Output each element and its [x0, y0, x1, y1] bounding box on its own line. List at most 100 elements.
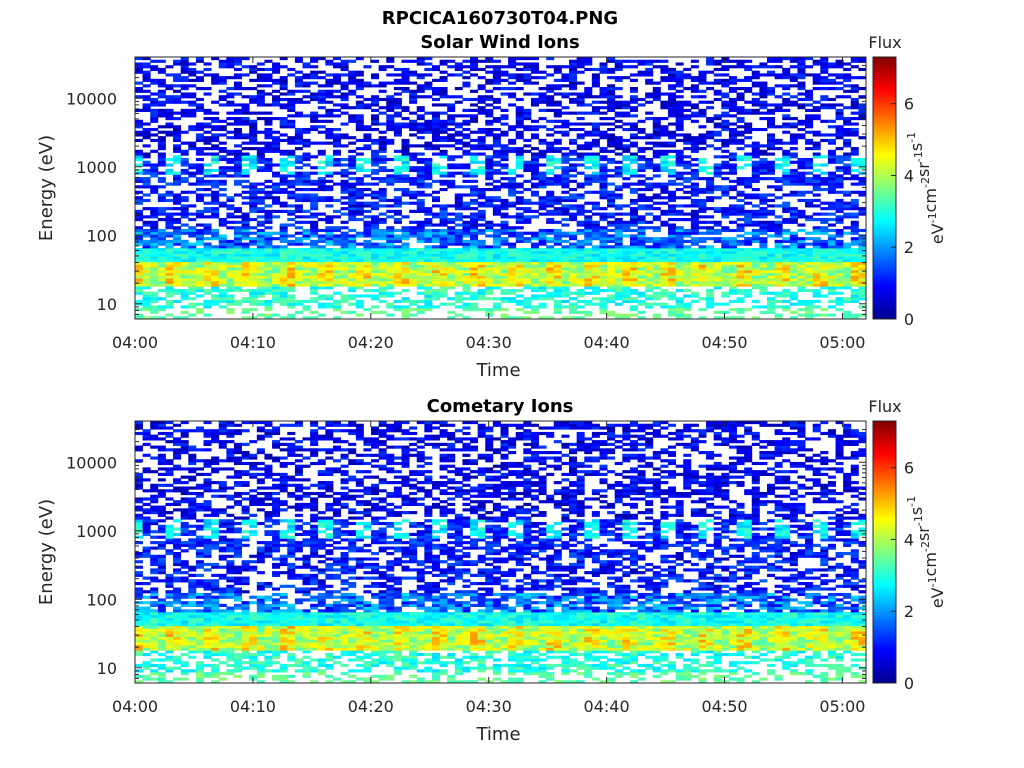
heatmap-cell — [447, 157, 456, 162]
heatmap-cell — [652, 256, 661, 260]
heatmap-cell — [767, 198, 776, 203]
heatmap-cell — [470, 168, 479, 173]
heatmap-cell — [728, 155, 737, 159]
heatmap-cell — [645, 198, 654, 203]
heatmap-cell — [424, 87, 433, 91]
heatmap-cell — [736, 138, 745, 143]
heatmap-cell — [371, 234, 380, 238]
heatmap-cell — [279, 81, 288, 85]
heatmap-cell — [371, 103, 380, 107]
heatmap-cell — [736, 92, 745, 96]
heatmap-cell — [165, 182, 174, 186]
heatmap-cell — [378, 188, 387, 192]
heatmap-cell — [424, 256, 433, 260]
heatmap-cell — [728, 87, 737, 91]
heatmap-cell — [447, 269, 456, 274]
heatmap-cell — [454, 62, 463, 66]
heatmap-cell — [241, 226, 250, 230]
heatmap-cell — [759, 106, 768, 110]
heatmap-cell — [325, 160, 334, 164]
heatmap-cell — [744, 294, 753, 298]
heatmap-cell — [272, 245, 281, 249]
heatmap-cell — [576, 291, 585, 295]
heatmap-cell — [713, 269, 722, 274]
heatmap-cell — [629, 228, 638, 233]
heatmap-cell — [675, 204, 684, 208]
heatmap-cell — [515, 166, 524, 170]
heatmap-cell — [378, 144, 387, 148]
heatmap-cell — [272, 267, 281, 271]
heatmap-cell — [607, 280, 616, 284]
heatmap-cell — [492, 97, 501, 102]
heatmap-cell — [668, 133, 677, 137]
heatmap-cell — [477, 147, 486, 151]
heatmap-cell — [713, 302, 722, 306]
heatmap-cell — [447, 166, 456, 170]
heatmap-cell — [546, 149, 555, 153]
heatmap-cell — [325, 196, 334, 200]
heatmap-cell — [348, 286, 357, 290]
heatmap-cell — [165, 286, 174, 290]
heatmap-cell — [538, 70, 547, 74]
heatmap-cell — [173, 280, 182, 284]
heatmap-cell — [767, 258, 776, 263]
heatmap-cell — [150, 209, 159, 213]
heatmap-cell — [310, 119, 319, 123]
heatmap-cell — [515, 234, 524, 238]
heatmap-cell — [188, 111, 197, 115]
heatmap-cell — [538, 283, 547, 287]
heatmap-cell — [759, 212, 768, 216]
heatmap-cell — [607, 261, 616, 265]
heatmap-cell — [530, 201, 539, 205]
heatmap-cell — [477, 171, 486, 175]
heatmap-cell — [607, 272, 616, 276]
heatmap-cell — [272, 253, 281, 257]
heatmap-cell — [371, 204, 380, 208]
heatmap-cell — [561, 299, 570, 304]
heatmap-cell — [767, 177, 776, 181]
heatmap-cell — [195, 122, 204, 126]
heatmap-cell — [340, 278, 349, 282]
heatmap-cell — [393, 174, 402, 178]
heatmap-cell — [173, 234, 182, 238]
heatmap-cell — [492, 106, 501, 110]
heatmap-cell — [188, 256, 197, 260]
heatmap-cell — [135, 133, 144, 137]
heatmap-cell — [675, 103, 684, 107]
heatmap-cell — [576, 275, 585, 279]
heatmap-cell — [668, 92, 677, 96]
heatmap-cell — [150, 258, 159, 263]
heatmap-cell — [150, 242, 159, 246]
heatmap-cell — [508, 231, 517, 235]
heatmap-cell — [409, 95, 418, 99]
heatmap-cell — [561, 130, 570, 134]
heatmap-cell — [332, 149, 341, 153]
heatmap-cell — [751, 223, 760, 227]
heatmap-cell — [515, 196, 524, 200]
heatmap-cell — [447, 286, 456, 290]
heatmap-cell — [279, 174, 288, 178]
heatmap-cell — [226, 242, 235, 246]
heatmap-cell — [241, 212, 250, 216]
heatmap-cell — [150, 256, 159, 260]
heatmap-cell — [675, 89, 684, 93]
heatmap-cell — [629, 106, 638, 110]
heatmap-cell — [416, 87, 425, 91]
heatmap-cell — [683, 179, 692, 183]
heatmap-cell — [348, 119, 357, 123]
heatmap-cell — [272, 209, 281, 213]
heatmap-cell — [508, 147, 517, 151]
heatmap-cell — [416, 125, 425, 129]
heatmap-cell — [515, 308, 524, 312]
heatmap-cell — [279, 190, 288, 194]
heatmap-cell — [652, 141, 661, 145]
heatmap-cell — [173, 291, 182, 295]
heatmap-cell — [652, 152, 661, 156]
heatmap-cell — [523, 256, 532, 260]
heatmap-cell — [599, 278, 608, 282]
heatmap-cell — [629, 308, 638, 312]
heatmap-cell — [744, 220, 753, 224]
heatmap-cell — [157, 136, 166, 140]
heatmap-cell — [576, 245, 585, 249]
heatmap-cell — [576, 228, 585, 233]
